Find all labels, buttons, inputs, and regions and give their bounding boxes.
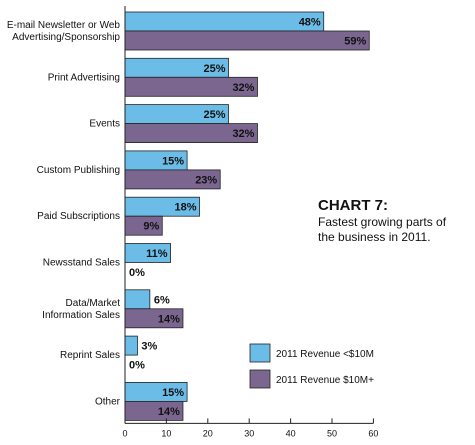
category-label: Newsstand Sales	[43, 258, 120, 269]
bar-under-10m	[124, 289, 151, 310]
category-label: Print Advertising	[48, 72, 120, 83]
chart-title: CHART 7:	[318, 197, 388, 214]
legend-swatch	[249, 369, 271, 389]
x-tick-label: 60	[368, 428, 378, 438]
category-label: Custom Publishing	[37, 165, 120, 176]
data-label: 25%	[203, 109, 225, 121]
data-label: 59%	[344, 36, 366, 48]
x-axis: 0 10 20 30 40 50 60	[122, 6, 378, 438]
data-label: 32%	[232, 82, 254, 94]
x-tick-label: 10	[161, 428, 171, 438]
category-label: Other	[95, 396, 121, 407]
data-label: 0%	[129, 267, 145, 279]
data-label: 14%	[158, 406, 180, 418]
x-tick-label: 40	[286, 428, 296, 438]
data-label: 6%	[154, 294, 170, 306]
bar-over-10m	[124, 30, 370, 51]
data-label: 32%	[232, 128, 254, 140]
chart-subtitle: Fastest growing parts of the business in …	[318, 215, 447, 244]
data-label: 15%	[162, 387, 184, 399]
legend-label: 2011 Revenue $10M+	[276, 375, 374, 386]
bars-layer: 48%59%25%32%25%32%15%23%18%9%11%0%6%14%3…	[124, 11, 370, 421]
chart-title-block: CHART 7: Fastest growing parts of the bus…	[318, 197, 447, 244]
x-tick-label: 20	[203, 428, 213, 438]
data-label: 3%	[141, 341, 157, 353]
data-label: 23%	[195, 174, 217, 186]
data-label: 9%	[143, 221, 159, 233]
x-tick-label: 50	[327, 428, 337, 438]
data-label: 14%	[158, 313, 180, 325]
data-label: 15%	[162, 155, 184, 167]
x-tick-label: 30	[244, 428, 254, 438]
bar-under-10m	[124, 335, 138, 356]
data-label: 0%	[129, 360, 145, 372]
category-label: Events	[89, 119, 120, 130]
legend: 2011 Revenue <$10M 2011 Revenue $10M+	[249, 343, 374, 389]
category-labels: E-mail Newsletter or Web Advertising/Spon…	[7, 20, 121, 407]
x-tick-label: 0	[122, 428, 127, 438]
data-label: 48%	[299, 17, 321, 29]
legend-swatch	[249, 343, 271, 363]
data-label: 18%	[174, 202, 196, 214]
category-label: Data/Market Information Sales	[42, 298, 120, 321]
category-label: Reprint Sales	[60, 350, 120, 361]
data-label: 25%	[203, 63, 225, 75]
category-label: Paid Subscriptions	[37, 211, 120, 222]
category-label: E-mail Newsletter or Web Advertising/Spon…	[7, 20, 121, 43]
legend-label: 2011 Revenue <$10M	[276, 349, 374, 360]
bar-under-10m	[124, 11, 325, 32]
data-label: 11%	[146, 248, 168, 260]
